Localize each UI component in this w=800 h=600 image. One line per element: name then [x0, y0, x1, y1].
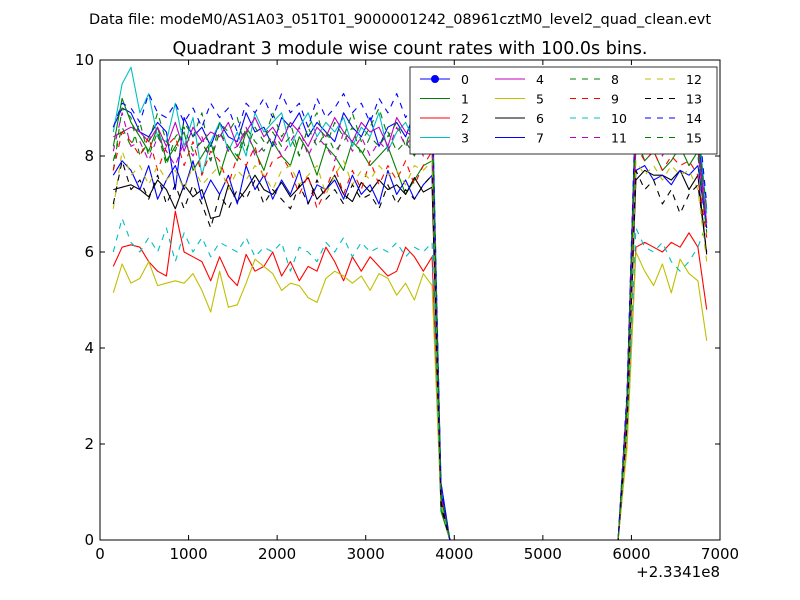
x-tick-label: 3000: [347, 545, 385, 563]
y-tick-label: 4: [84, 339, 94, 357]
series-line-8: [112, 107, 708, 541]
legend-box: [409, 66, 718, 155]
legend-label-14: 14: [686, 111, 702, 126]
y-tick-label: 6: [84, 243, 94, 261]
legend-label-4: 4: [536, 72, 544, 87]
x-tick-label: 5000: [524, 545, 562, 563]
legend-label-9: 9: [611, 92, 619, 107]
legend-label-8: 8: [611, 72, 619, 87]
x-tick-label: 7000: [701, 545, 739, 563]
legend-label-12: 12: [686, 72, 702, 87]
plot-frame: [99, 59, 721, 541]
x-tick-label: 0: [95, 545, 105, 563]
legend-label-1: 1: [461, 92, 469, 107]
legend-label-0: 0: [461, 72, 469, 87]
series-line-14: [112, 93, 708, 541]
y-tick-label: 8: [84, 147, 94, 165]
series-line-15: [112, 121, 708, 541]
legend-label-15: 15: [686, 131, 702, 146]
x-tick-label: 2000: [258, 545, 296, 563]
series-line-10: [112, 217, 708, 541]
legend-marker-0: [431, 75, 439, 83]
legend-label-11: 11: [611, 131, 627, 146]
x-tick-label: 4000: [435, 545, 473, 563]
series-line-12: [112, 150, 708, 541]
x-tick-label: 6000: [612, 545, 650, 563]
x-tick-label: 1000: [169, 545, 207, 563]
chart-title: Quadrant 3 module wise count rates with …: [173, 39, 648, 59]
legend-label-2: 2: [461, 111, 469, 126]
series-line-5: [112, 251, 708, 541]
legend-label-10: 10: [611, 111, 627, 126]
legend-label-6: 6: [536, 111, 544, 126]
x-offset-label: +2.3341e8: [636, 563, 720, 581]
series-line-13: [112, 160, 708, 541]
y-tick-label: 2: [84, 435, 94, 453]
series-line-11: [112, 112, 708, 541]
chart-suptitle: Data file: modeM0/AS1A03_051T01_90000012…: [89, 12, 711, 28]
legend-label-5: 5: [536, 92, 544, 107]
legend-label-3: 3: [461, 131, 469, 146]
y-tick-label: 10: [75, 51, 94, 69]
series-layer: [112, 66, 708, 541]
legend-label-13: 13: [686, 92, 702, 107]
y-tick-label: 0: [84, 531, 94, 549]
legend-label-7: 7: [536, 131, 544, 146]
